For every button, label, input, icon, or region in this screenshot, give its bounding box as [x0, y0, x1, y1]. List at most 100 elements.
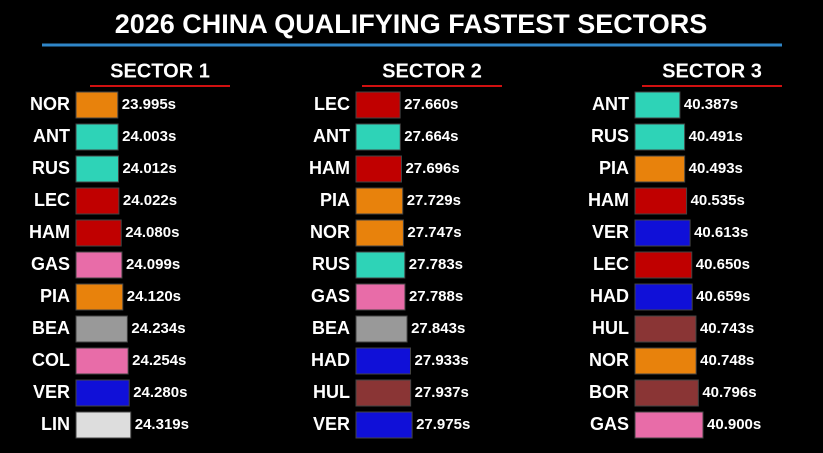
- bar: [355, 123, 401, 151]
- category-label: VER: [33, 382, 70, 402]
- value-label: 27.843s: [411, 320, 465, 337]
- bar: [75, 251, 123, 279]
- value-label: 27.975s: [416, 416, 470, 433]
- panel-title: SECTOR 3: [662, 60, 762, 82]
- panel-title: SECTOR 2: [382, 60, 482, 82]
- bar: [75, 347, 129, 375]
- value-label: 27.660s: [404, 96, 458, 113]
- value-label: 27.696s: [405, 160, 459, 177]
- category-label: LEC: [314, 94, 350, 114]
- bar: [75, 187, 120, 215]
- bar: [355, 411, 413, 439]
- value-label: 24.319s: [135, 416, 189, 433]
- bar: [75, 155, 119, 183]
- value-label: 27.664s: [404, 128, 458, 145]
- category-label: NOR: [30, 94, 70, 114]
- bar: [634, 411, 704, 439]
- panel-title: SECTOR 1: [110, 60, 210, 82]
- category-label: ANT: [313, 126, 350, 146]
- bar: [634, 155, 686, 183]
- category-label: NOR: [589, 350, 629, 370]
- value-label: 27.937s: [415, 384, 469, 401]
- bar: [75, 91, 119, 119]
- value-label: 24.120s: [127, 288, 181, 305]
- value-label: 27.788s: [409, 288, 463, 305]
- bar: [634, 315, 697, 343]
- category-label: VER: [592, 222, 629, 242]
- bar: [75, 219, 122, 247]
- value-label: 40.535s: [691, 192, 745, 209]
- category-label: HUL: [592, 318, 629, 338]
- bar: [355, 347, 411, 375]
- bar: [355, 155, 402, 183]
- category-label: BEA: [312, 318, 350, 338]
- value-label: 24.234s: [131, 320, 185, 337]
- category-label: COL: [32, 350, 70, 370]
- bar: [634, 251, 693, 279]
- value-label: 24.280s: [133, 384, 187, 401]
- value-label: 27.729s: [407, 192, 461, 209]
- value-label: 24.003s: [122, 128, 176, 145]
- category-label: LEC: [34, 190, 70, 210]
- bar: [355, 315, 408, 343]
- value-label: 24.254s: [132, 352, 186, 369]
- chart-title: 2026 CHINA QUALIFYING FASTEST SECTORS: [115, 9, 708, 39]
- bar: [355, 379, 412, 407]
- value-label: 27.783s: [409, 256, 463, 273]
- category-label: HAM: [309, 158, 350, 178]
- category-label: PIA: [599, 158, 629, 178]
- category-label: PIA: [40, 286, 70, 306]
- bar: [75, 123, 119, 151]
- bar: [355, 187, 404, 215]
- category-label: HAD: [311, 350, 350, 370]
- bar: [634, 187, 688, 215]
- category-label: GAS: [590, 414, 629, 434]
- value-label: 40.743s: [700, 320, 754, 337]
- bar: [355, 251, 406, 279]
- bar: [634, 219, 691, 247]
- category-label: LEC: [593, 254, 629, 274]
- category-label: HAD: [590, 286, 629, 306]
- bar: [75, 283, 124, 311]
- category-label: BOR: [589, 382, 629, 402]
- category-label: RUS: [32, 158, 70, 178]
- category-label: HAM: [29, 222, 70, 242]
- value-label: 40.748s: [700, 352, 754, 369]
- category-label: ANT: [592, 94, 629, 114]
- value-label: 40.650s: [696, 256, 750, 273]
- category-label: RUS: [591, 126, 629, 146]
- value-label: 40.491s: [689, 128, 743, 145]
- bar: [75, 411, 132, 439]
- bar: [355, 91, 401, 119]
- value-label: 24.012s: [122, 160, 176, 177]
- bar: [634, 283, 693, 311]
- value-label: 40.613s: [694, 224, 748, 241]
- category-label: HAM: [588, 190, 629, 210]
- category-label: GAS: [311, 286, 350, 306]
- category-label: GAS: [31, 254, 70, 274]
- category-label: HUL: [313, 382, 350, 402]
- value-label: 24.022s: [123, 192, 177, 209]
- category-label: RUS: [312, 254, 350, 274]
- category-label: LIN: [41, 414, 70, 434]
- category-label: BEA: [32, 318, 70, 338]
- value-label: 40.659s: [696, 288, 750, 305]
- value-label: 40.900s: [707, 416, 761, 433]
- bar: [355, 219, 404, 247]
- value-label: 40.387s: [684, 96, 738, 113]
- category-label: VER: [313, 414, 350, 434]
- value-label: 24.080s: [125, 224, 179, 241]
- bar: [75, 315, 128, 343]
- category-label: PIA: [320, 190, 350, 210]
- bar: [75, 379, 130, 407]
- bar: [355, 283, 406, 311]
- bar: [634, 379, 699, 407]
- bar: [634, 123, 686, 151]
- value-label: 27.933s: [414, 352, 468, 369]
- value-label: 24.099s: [126, 256, 180, 273]
- value-label: 23.995s: [122, 96, 176, 113]
- bar: [634, 347, 697, 375]
- value-label: 27.747s: [407, 224, 461, 241]
- value-label: 40.493s: [689, 160, 743, 177]
